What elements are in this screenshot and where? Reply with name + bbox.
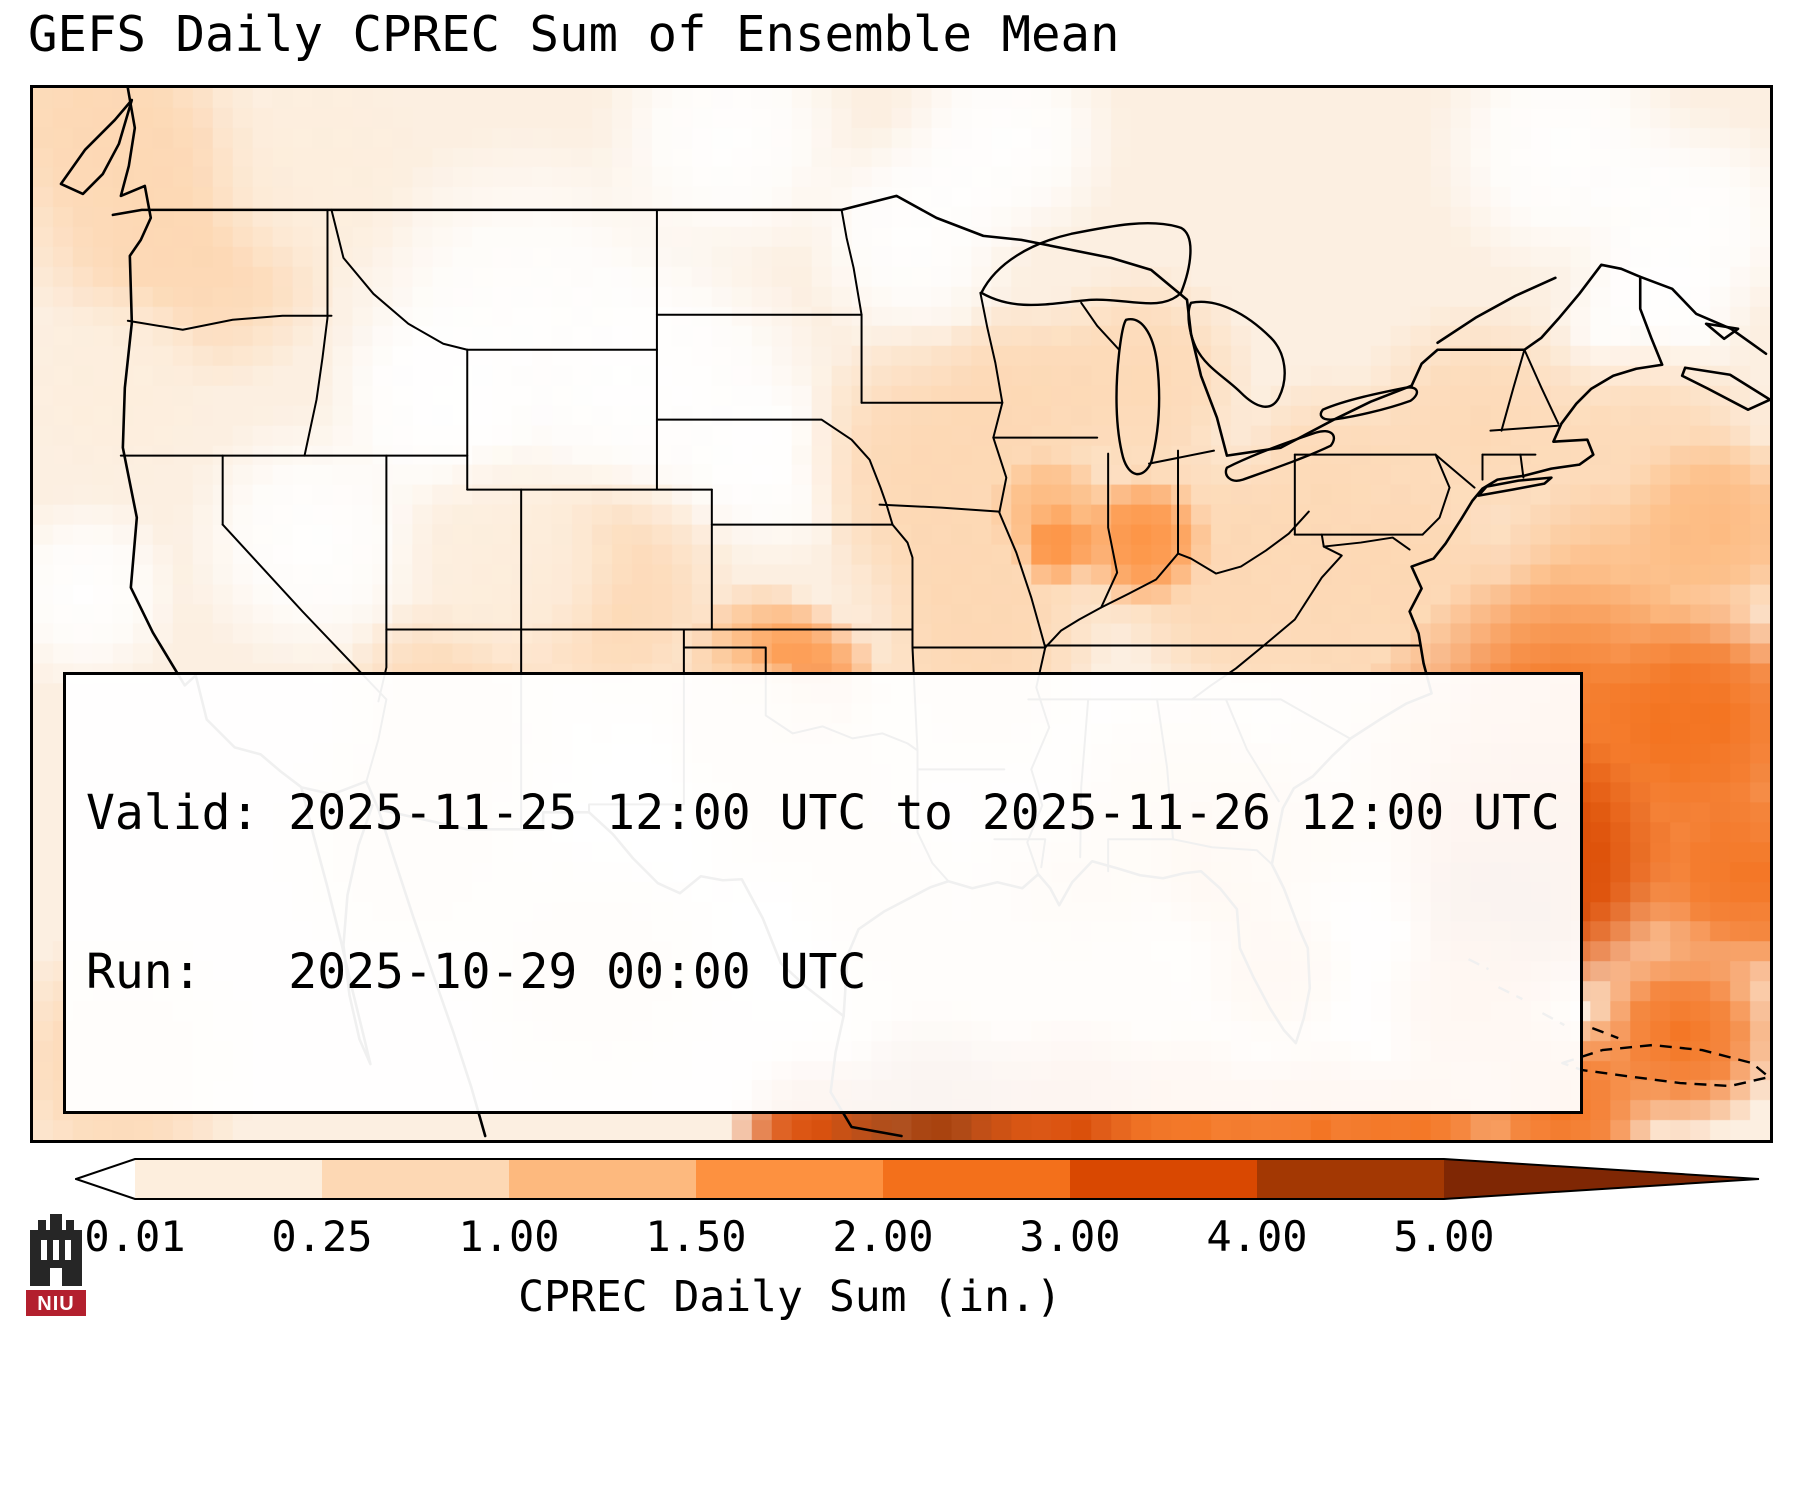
colorbar-tick-label: 2.00 xyxy=(832,1212,934,1261)
run-time-text: Run: 2025-10-29 00:00 UTC xyxy=(86,944,867,1000)
colorbar-tick-label: 0.01 xyxy=(84,1212,186,1261)
cuba-outline xyxy=(1561,1043,1770,1088)
colorbar-tick-label: 0.25 xyxy=(271,1212,373,1261)
lake-ontario xyxy=(1319,386,1419,421)
colorbar-tick-label: 1.50 xyxy=(645,1212,747,1261)
lake-michigan xyxy=(1115,318,1161,476)
niu-logo: NIU xyxy=(16,1200,96,1318)
niu-red-banner xyxy=(26,1290,86,1316)
bahamas-3 xyxy=(1591,1026,1619,1040)
colorbar-tick-label: 5.00 xyxy=(1393,1212,1495,1261)
long-island xyxy=(1477,476,1553,497)
great-lakes xyxy=(980,222,1419,482)
map-frame: Valid: 2025-11-25 12:00 UTC to 2025-11-2… xyxy=(30,85,1773,1143)
colorbar-tick-label: 1.00 xyxy=(458,1212,560,1261)
nova-scotia xyxy=(1680,366,1770,411)
niu-castle-icon: NIU xyxy=(26,1214,86,1316)
lake-superior xyxy=(980,222,1192,307)
colorbar-label: CPREC Daily Sum (in.) xyxy=(518,1272,1062,1322)
vancouver-island xyxy=(59,98,134,196)
colorbar-tick-label: 3.00 xyxy=(1019,1212,1121,1261)
canada-border-through-lakes xyxy=(111,194,1413,457)
lake-huron xyxy=(1187,300,1286,408)
valid-time-text: Valid: 2025-11-25 12:00 UTC to 2025-11-2… xyxy=(86,785,1560,841)
colorbar-gradient xyxy=(72,1158,1760,1200)
colorbar xyxy=(72,1158,1760,1200)
colorbar-tick-label: 4.00 xyxy=(1206,1212,1308,1261)
valid-run-info-box: Valid: 2025-11-25 12:00 UTC to 2025-11-2… xyxy=(63,672,1583,1114)
new-brunswick-coast xyxy=(1638,275,1768,356)
niu-logo-text: NIU xyxy=(37,1293,74,1315)
page-title: GEFS Daily CPREC Sum of Ensemble Mean xyxy=(28,6,1120,63)
lake-erie xyxy=(1224,429,1336,482)
prince-edward-island xyxy=(1704,322,1740,341)
st-lawrence-river xyxy=(1436,276,1557,345)
